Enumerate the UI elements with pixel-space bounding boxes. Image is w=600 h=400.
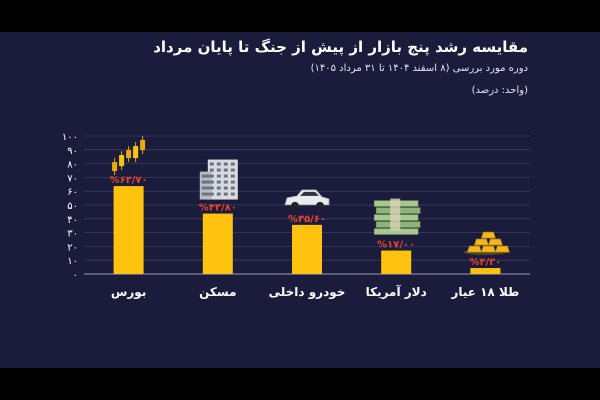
data-label: %۴۳/۸۰	[199, 203, 237, 214]
y-tick-label: ۷۰	[67, 173, 78, 184]
building-icon	[199, 159, 238, 200]
y-tick-label: ۱۰۰	[62, 132, 78, 143]
x-tick-label: خودرو داخلی	[269, 285, 346, 300]
y-tick-label: ۹۰	[67, 146, 78, 157]
data-label: %۴/۳۰	[469, 257, 501, 268]
candlestick-chart-icon	[112, 136, 146, 176]
bar	[113, 186, 144, 274]
y-tick-label: ۵۰	[67, 201, 78, 212]
unit-note: (واحد: درصد)	[471, 85, 528, 96]
y-tick-label: ۳۰	[67, 229, 78, 240]
bar	[202, 213, 233, 274]
chart-subtitle: دوره مورد بررسی (۸ اسفند ۱۴۰۴ تا ۳۱ مردا…	[310, 63, 528, 74]
x-tick-label: مسکن	[199, 285, 236, 299]
bar	[292, 224, 322, 274]
data-label: %۱۷/۰۰	[377, 240, 415, 251]
chart-title: مقایسه رشد پنج بازار از پیش از جنگ تا پا…	[153, 38, 528, 56]
y-tick-label: ۸۰	[67, 160, 78, 171]
y-tick-label: ۶۰	[67, 187, 78, 198]
y-tick-label: ۲۰	[67, 242, 78, 253]
bar	[470, 268, 501, 274]
y-tick-label: ۴۰	[67, 215, 78, 226]
y-tick-label: ۱۰	[67, 256, 78, 267]
data-label: %۳۵/۶۰	[288, 214, 326, 225]
x-tick-label: دلار آمریکا	[366, 284, 427, 299]
x-tick-label: بورس	[111, 285, 147, 300]
bar	[381, 250, 412, 274]
dollar-stack-icon	[373, 198, 421, 235]
car-icon	[284, 189, 330, 210]
gold-bars-icon	[463, 231, 510, 256]
x-tick-label: طلا ۱۸ عیار	[450, 285, 519, 299]
data-label: %۶۳/۷۰	[110, 175, 148, 186]
y-tick-label: ۰	[73, 270, 78, 281]
